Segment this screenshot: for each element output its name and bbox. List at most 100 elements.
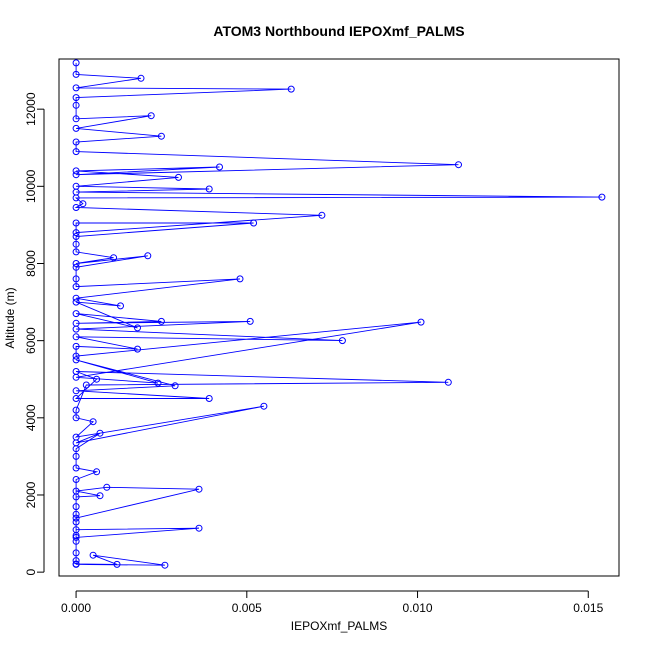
data-point: [318, 211, 326, 219]
data-point: [72, 148, 80, 156]
data-point: [72, 387, 80, 395]
data-point: [72, 533, 80, 541]
data-point: [157, 317, 165, 325]
data-point: [72, 503, 80, 511]
data-point: [154, 379, 162, 387]
x-tick-label: 0.015: [573, 601, 603, 615]
plot-area-frame: [58, 58, 620, 577]
y-tick-label: 10000: [24, 169, 38, 203]
y-axis: 0 2000 4000 6000 8000 10000 12000: [24, 92, 45, 575]
data-point: [72, 124, 80, 132]
data-point: [260, 402, 268, 410]
y-tick-label: 2000: [24, 481, 38, 508]
y-tick-label: 0: [24, 568, 38, 575]
data-point: [72, 70, 80, 78]
data-point: [72, 283, 80, 291]
data-point: [287, 85, 295, 93]
data-point: [89, 551, 97, 559]
data-point: [205, 395, 213, 402]
data-point: [72, 373, 80, 381]
data-point: [72, 219, 80, 227]
y-axis-label: Altitude (m): [3, 287, 17, 348]
data-point: [89, 418, 97, 426]
data-point: [137, 74, 145, 82]
x-tick-label: 0.005: [232, 601, 262, 615]
data-point: [82, 381, 90, 389]
data-point: [246, 317, 254, 325]
data-point: [72, 476, 80, 483]
data-point: [72, 514, 80, 522]
data-point: [444, 378, 452, 386]
data-point: [72, 294, 80, 302]
data-point: [72, 240, 80, 248]
x-tick-label: 0.010: [403, 601, 433, 615]
data-point: [171, 382, 179, 390]
data-point: [117, 302, 124, 310]
data-point: [72, 115, 80, 123]
data-point: [195, 524, 203, 532]
data-point: [72, 342, 80, 350]
data-point: [72, 298, 80, 306]
data-point: [72, 526, 80, 534]
series-layer: [72, 59, 606, 569]
data-point: [134, 324, 141, 332]
data-point: [72, 101, 80, 109]
y-tick-label: 6000: [24, 327, 38, 354]
data-point: [72, 464, 80, 472]
data-point: [72, 549, 80, 557]
data-point: [72, 138, 80, 146]
data-point: [72, 94, 80, 102]
y-tick-label: 4000: [24, 404, 38, 431]
data-point: [72, 275, 80, 283]
data-point: [195, 485, 203, 493]
data-point: [72, 310, 80, 318]
x-tick-label: 0.000: [61, 601, 91, 615]
data-point: [72, 204, 80, 211]
data-point: [72, 167, 80, 175]
data-point: [72, 352, 80, 360]
data-point: [157, 132, 165, 140]
data-point: [250, 219, 258, 227]
data-point: [175, 173, 182, 181]
chart-title: ATOM3 Northbound IEPOXmf_PALMS: [213, 23, 464, 39]
series-line: [74, 62, 602, 566]
data-point: [72, 452, 80, 460]
data-point: [113, 560, 121, 568]
data-point: [338, 337, 346, 345]
data-point: [72, 182, 80, 190]
x-axis-label: IEPOXmf_PALMS: [291, 619, 387, 633]
x-axis: 0.000 0.005 0.010 0.015: [61, 590, 604, 615]
data-point: [134, 345, 141, 353]
data-point: [72, 59, 80, 67]
data-point: [236, 275, 244, 283]
data-point: [72, 233, 80, 240]
data-point: [72, 263, 80, 271]
data-point: [147, 112, 155, 120]
data-point: [598, 193, 606, 201]
data-point: [72, 333, 80, 341]
data-point: [72, 518, 80, 526]
data-point: [72, 487, 80, 495]
data-point: [72, 510, 80, 518]
y-tick-label: 8000: [24, 250, 38, 277]
data-point: [103, 483, 111, 491]
data-point: [72, 84, 80, 92]
data-point: [79, 200, 87, 208]
data-point: [205, 185, 213, 193]
data-point: [72, 395, 80, 402]
data-point: [72, 414, 80, 422]
data-point: [93, 375, 101, 383]
data-point: [72, 406, 80, 414]
data-point: [72, 560, 80, 568]
data-point: [144, 252, 152, 260]
data-point: [72, 260, 80, 267]
data-point: [93, 468, 101, 476]
y-tick-label: 12000: [24, 92, 38, 126]
data-point: [72, 356, 80, 364]
data-point: [72, 171, 80, 179]
data-point: [96, 492, 104, 500]
data-point: [72, 433, 80, 441]
data-point: [417, 318, 425, 326]
data-point: [72, 319, 80, 327]
